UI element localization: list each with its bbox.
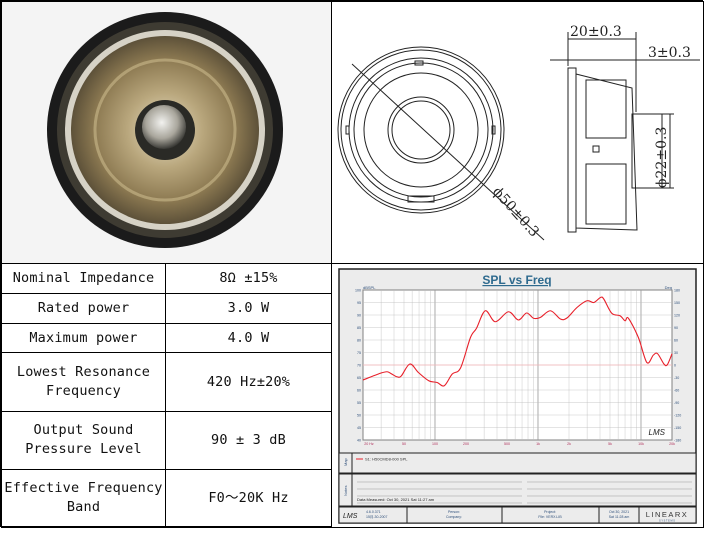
footer-project: Project: [544, 510, 556, 514]
depth-dimension: 20±0.3 [570, 24, 622, 40]
y2-tick-label: 180 [674, 288, 680, 292]
x-tick-label: 20k [669, 442, 675, 446]
y-tick-label: 55 [357, 401, 361, 405]
footer-brand-logo: LINEARX [646, 510, 689, 519]
table-row: Nominal Impedance 8Ω ±15% [1, 263, 332, 294]
footer-version: 4.6.0.371 [366, 510, 381, 514]
spec-label: Rated power [1, 292, 166, 324]
y2-tick-label: -180 [674, 438, 681, 442]
spec-label: Maximum power [1, 322, 166, 354]
x-tick-label: 200 [463, 442, 469, 446]
spl-curve [362, 296, 673, 387]
y2-tick-label: -60 [674, 388, 679, 392]
speaker-photo [1, 1, 332, 264]
y2-tick-label: 30 [674, 351, 678, 355]
spl-chart-panel: SPL vs Freq dBSPL Deg 20 Hz 50 100 200 500 1k… [331, 263, 704, 528]
y-tick-label: 45 [357, 426, 361, 430]
spec-value: 420 Hz±20% [165, 352, 332, 412]
side-view [550, 32, 700, 233]
footer-version-date: 15月-30-2007 [366, 514, 387, 519]
map-label: Map [343, 457, 348, 466]
spec-table: Nominal Impedance 8Ω ±15% Rated power 3.0 … [1, 263, 332, 529]
dimension-drawing: 20±0.3 3±0.3 ϕ22±0.3 ϕ50±0.3 [331, 1, 704, 264]
x-tick-label: 100 [432, 442, 438, 446]
y2-tick-label: -150 [674, 426, 681, 430]
x-tick-label: 2k [567, 442, 571, 446]
x-tick-label: 1k [536, 442, 540, 446]
spec-value: 90 ± 3 dB [165, 410, 332, 470]
notes-label: Notes [343, 486, 348, 496]
y-tick-label: 90 [357, 313, 361, 317]
table-row: Maximum power 4.0 W [1, 322, 332, 354]
footer-file: File: VERX.LIB [538, 515, 562, 519]
spec-label: Lowest Resonance Frequency [1, 352, 166, 412]
y-tick-label: 60 [357, 388, 361, 392]
y-tick-label: 70 [357, 363, 361, 367]
x-tick-label: 50 [402, 442, 406, 446]
spec-value: F0～20K Hz [165, 468, 332, 529]
spl-chart: SPL vs Freq dBSPL Deg 20 Hz 50 100 200 500 1k… [338, 268, 697, 524]
y2-tick-label: 0 [674, 363, 676, 367]
footer-person: Person: [448, 510, 460, 514]
y2-tick-label: 90 [674, 326, 678, 330]
y2-tick-label: 150 [674, 301, 680, 305]
y-tick-label: 100 [355, 288, 361, 292]
magnet-diameter-dimension: ϕ22±0.3 [654, 127, 670, 188]
front-view [337, 46, 545, 241]
front-thickness-dimension: 3±0.3 [648, 45, 691, 61]
chart-title: SPL vs Freq [482, 273, 551, 287]
y2-axis-label: Deg [665, 285, 672, 290]
y2-tick-label: -120 [674, 413, 681, 417]
outer-diameter-dimension: ϕ50±0.3 [489, 184, 542, 240]
footer-company: Company: [446, 515, 462, 519]
y2-tick-label: -30 [674, 376, 679, 380]
y-axis-label: dBSPL [363, 285, 376, 290]
legend-entry: S1: H50CMD8-000 SPL [365, 457, 408, 462]
y-tick-label: 95 [357, 301, 361, 305]
y-tick-label: 80 [357, 338, 361, 342]
y2-tick-label: 60 [674, 338, 678, 342]
spec-value: 4.0 W [165, 322, 332, 354]
y-tick-label: 75 [357, 351, 361, 355]
notes-text: Data Measured: Oct 30, 2021 Sat 11:27 am [357, 497, 435, 502]
x-tick-label: 5k [608, 442, 612, 446]
spec-value: 3.0 W [165, 292, 332, 324]
x-tick-label: 20 Hz [364, 442, 374, 446]
table-row: Effective Frequency Band F0～20K Hz [1, 468, 332, 529]
y2-tick-label: 120 [674, 313, 680, 317]
spec-value: 8Ω ±15% [165, 263, 332, 294]
x-tick-label: 10k [638, 442, 644, 446]
y-tick-label: 50 [357, 413, 361, 417]
spec-label: Nominal Impedance [1, 263, 166, 294]
spec-label: Output Sound Pressure Level [1, 410, 166, 470]
footer-date: Oct 30, 2021 [609, 510, 629, 514]
footer-time: Sat 11:28 am [609, 515, 630, 519]
spec-label: Effective Frequency Band [1, 468, 166, 529]
footer-lms-logo: LMS [343, 513, 358, 520]
y-tick-label: 85 [357, 326, 361, 330]
y-tick-label: 40 [357, 438, 361, 442]
x-tick-label: 500 [504, 442, 510, 446]
table-row: Lowest Resonance Frequency 420 Hz±20% [1, 352, 332, 412]
table-row: Rated power 3.0 W [1, 292, 332, 324]
y-tick-label: 65 [357, 376, 361, 380]
y2-tick-label: -90 [674, 401, 679, 405]
table-row: Output Sound Pressure Level 90 ± 3 dB [1, 410, 332, 470]
footer-brand-sub: S Y S T E M S [659, 520, 675, 523]
lms-watermark: LMS [649, 428, 666, 437]
